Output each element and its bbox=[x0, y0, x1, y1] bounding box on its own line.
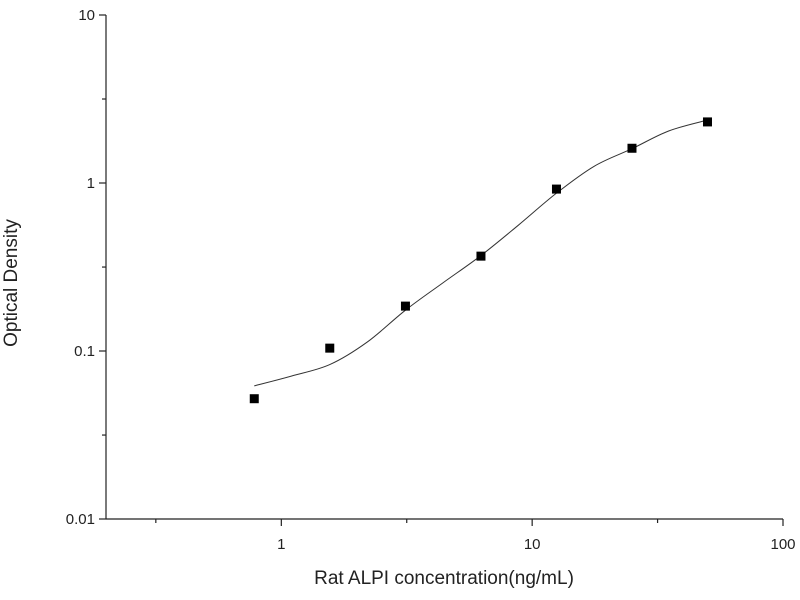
data-point bbox=[325, 343, 335, 353]
y-tick-label: 0.1 bbox=[74, 343, 95, 360]
data-point bbox=[551, 184, 561, 194]
data-point bbox=[400, 301, 410, 311]
data-point bbox=[627, 143, 637, 153]
data-point bbox=[249, 394, 259, 404]
x-tick-label: 1 bbox=[277, 536, 285, 553]
y-tick-label: 0.01 bbox=[66, 511, 95, 528]
data-point bbox=[702, 117, 712, 127]
y-tick-label: 10 bbox=[78, 7, 95, 24]
x-tick-label: 10 bbox=[524, 536, 541, 553]
x-axis-title: Rat ALPI concentration(ng/mL) bbox=[314, 568, 574, 589]
y-tick-label: 1 bbox=[87, 175, 95, 192]
x-tick-label: 100 bbox=[770, 536, 795, 553]
data-point bbox=[476, 251, 486, 261]
y-axis-title: Optical Density bbox=[1, 219, 22, 347]
